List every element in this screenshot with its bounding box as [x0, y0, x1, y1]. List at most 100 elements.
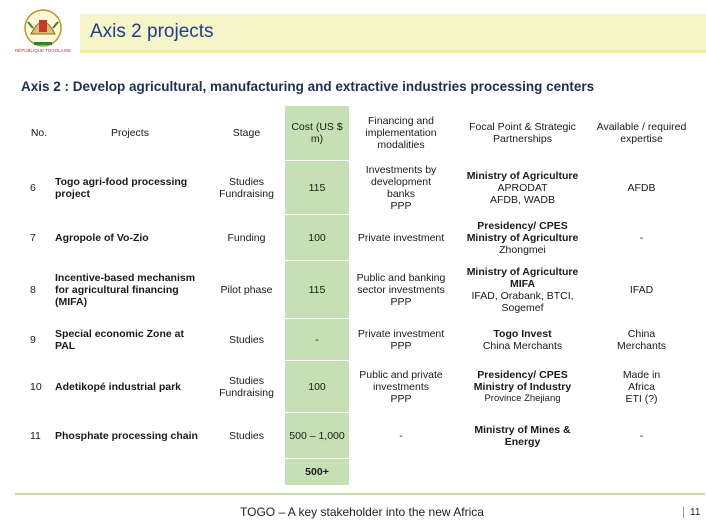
focal-bold-line: Energy [504, 435, 541, 448]
table-total-row: 500+ [15, 458, 691, 486]
table-row: 8 Incentive-based mechanism for agricultu… [15, 260, 691, 319]
table-row: 10 Adetikopé industrial park Studies Fundra… [15, 360, 691, 413]
cell-financing: Investments by development banks PPP [349, 160, 453, 215]
cell-available: - [592, 214, 691, 261]
focal-line: APRODAT [497, 181, 548, 194]
cell-cost: 100 [284, 214, 350, 261]
cell-stage: Pilot phase [208, 260, 285, 319]
cell-no: 10 [15, 360, 52, 413]
title-band: Axis 2 projects [80, 14, 706, 53]
cell-financing: Private investment PPP [349, 318, 453, 361]
focal-bold-line: MIFA [509, 277, 536, 290]
focal-line: AFDB, WADB [490, 193, 555, 206]
available-line: China [627, 327, 656, 340]
focal-bold-line: Ministry of Agriculture [466, 231, 579, 244]
cell-project: Special economic Zone at PAL [51, 318, 209, 361]
cell-focal-point: Presidency/ CPES Ministry of Industry Prov… [452, 360, 593, 413]
available-line: ETI (?) [625, 392, 658, 405]
col-header-financing: Financing and implementation modalities [349, 105, 453, 161]
cell-project: Phosphate processing chain [51, 412, 209, 459]
col-header-focal: Focal Point & Strategic Partnerships [452, 105, 593, 161]
cell-no: 7 [15, 214, 52, 261]
page-title: Axis 2 projects [90, 21, 214, 42]
total-cost: 500+ [284, 458, 350, 486]
footer-rule [15, 493, 705, 495]
cell-focal-point: Ministry of Mines & Energy [452, 412, 593, 459]
cell-cost: 100 [284, 360, 350, 413]
page-number: 11 [683, 507, 700, 518]
cell-financing: Public and banking sector investments PPP [349, 260, 453, 319]
cell-stage: Studies [208, 412, 285, 459]
table-row: 9 Special economic Zone at PAL Studies - Pri… [15, 318, 691, 361]
cell-cost: 115 [284, 260, 350, 319]
cell-available: IFAD [592, 260, 691, 319]
focal-bold-line: Ministry of Mines & [474, 423, 571, 436]
cell-focal-point: Togo Invest China Merchants [452, 318, 593, 361]
section-subtitle: Axis 2 : Develop agricultural, manufactu… [21, 79, 595, 94]
stage-line: Studies [228, 175, 265, 188]
table-row: 11 Phosphate processing chain Studies 500 –… [15, 412, 691, 459]
cell-project: Incentive-based mechanism for agricultur… [51, 260, 209, 319]
col-header-available: Available / required expertise [592, 105, 691, 161]
cell-no: 8 [15, 260, 52, 319]
col-header-no: No. [15, 105, 52, 161]
projects-table: No. Projects Stage Cost (US $ m) Financi… [15, 105, 691, 486]
financing-line: sector investments [357, 283, 445, 296]
cell-financing: Private investment [349, 214, 453, 261]
financing-line: PPP [390, 339, 412, 352]
financing-line: Private investment [357, 231, 445, 244]
cell-focal-point: Ministry of Agriculture APRODAT AFDB, WADB [452, 160, 593, 215]
cell-available: - [592, 412, 691, 459]
col-header-stage: Stage [208, 105, 285, 161]
focal-line: China Merchants [482, 339, 563, 352]
cell-no: 11 [15, 412, 52, 459]
coat-of-arms-icon [24, 9, 62, 47]
financing-line: investments [372, 380, 430, 393]
available-line: - [639, 429, 644, 442]
stage-line: Fundraising [219, 187, 274, 200]
financing-line: - [399, 429, 403, 442]
footer-tagline: TOGO – A key stakeholder into the new Af… [240, 505, 484, 519]
stage-line: Funding [227, 231, 266, 244]
cell-available: Made in Africa ETI (?) [592, 360, 691, 413]
cell-focal-point: Ministry of Agriculture MIFA IFAD, Orabank… [452, 260, 593, 319]
cell-cost: - [284, 318, 350, 361]
cell-stage: Studies Fundraising [208, 360, 285, 413]
stage-line: Studies [228, 374, 265, 387]
financing-line: Investments by [365, 163, 437, 176]
cell-project: Togo agri-food processing project [51, 160, 209, 215]
financing-line: development [370, 175, 432, 188]
cell-stage: Studies Fundraising [208, 160, 285, 215]
focal-line: IFAD, Orabank, BTCI, [471, 289, 574, 302]
col-header-cost: Cost (US $ m) [284, 105, 350, 161]
financing-line: banks [386, 187, 416, 200]
financing-line: Private investment [357, 327, 445, 340]
available-line: Africa [628, 380, 655, 393]
cell-project: Adetikopé industrial park [51, 360, 209, 413]
cell-available: AFDB [592, 160, 691, 215]
logo-caption: RÉPUBLIQUE TOGOLAISE [14, 48, 72, 53]
focal-bold-line: Ministry of Agriculture [466, 169, 579, 182]
table-header-row: No. Projects Stage Cost (US $ m) Financi… [15, 105, 691, 161]
focal-line: Sogemef [501, 301, 544, 314]
stage-line: Fundraising [219, 386, 274, 399]
focal-bold-line: Ministry of Agriculture [466, 265, 579, 278]
financing-line: Public and banking [356, 271, 446, 284]
slide-header: RÉPUBLIQUE TOGOLAISE Axis 2 projects [0, 0, 706, 66]
focal-small-line: Province Zhejiang [484, 393, 561, 404]
table-body: 6 Togo agri-food processing project Studie… [15, 160, 691, 459]
focal-line: Zhongmei [499, 243, 546, 256]
available-line: Merchants [616, 339, 667, 352]
available-line: Made in [622, 368, 661, 381]
financing-line: PPP [390, 199, 412, 212]
available-line: AFDB [627, 181, 656, 194]
financing-line: PPP [390, 392, 412, 405]
financing-line: PPP [390, 295, 412, 308]
col-header-projects: Projects [51, 105, 209, 161]
cell-focal-point: Presidency/ CPES Ministry of Agriculture Z… [452, 214, 593, 261]
cell-cost: 115 [284, 160, 350, 215]
table-row: 7 Agropole of Vo-Zio Funding 100 Private inv… [15, 214, 691, 261]
stage-line: Pilot phase [220, 283, 273, 296]
cell-available: China Merchants [592, 318, 691, 361]
available-line: IFAD [629, 283, 654, 296]
